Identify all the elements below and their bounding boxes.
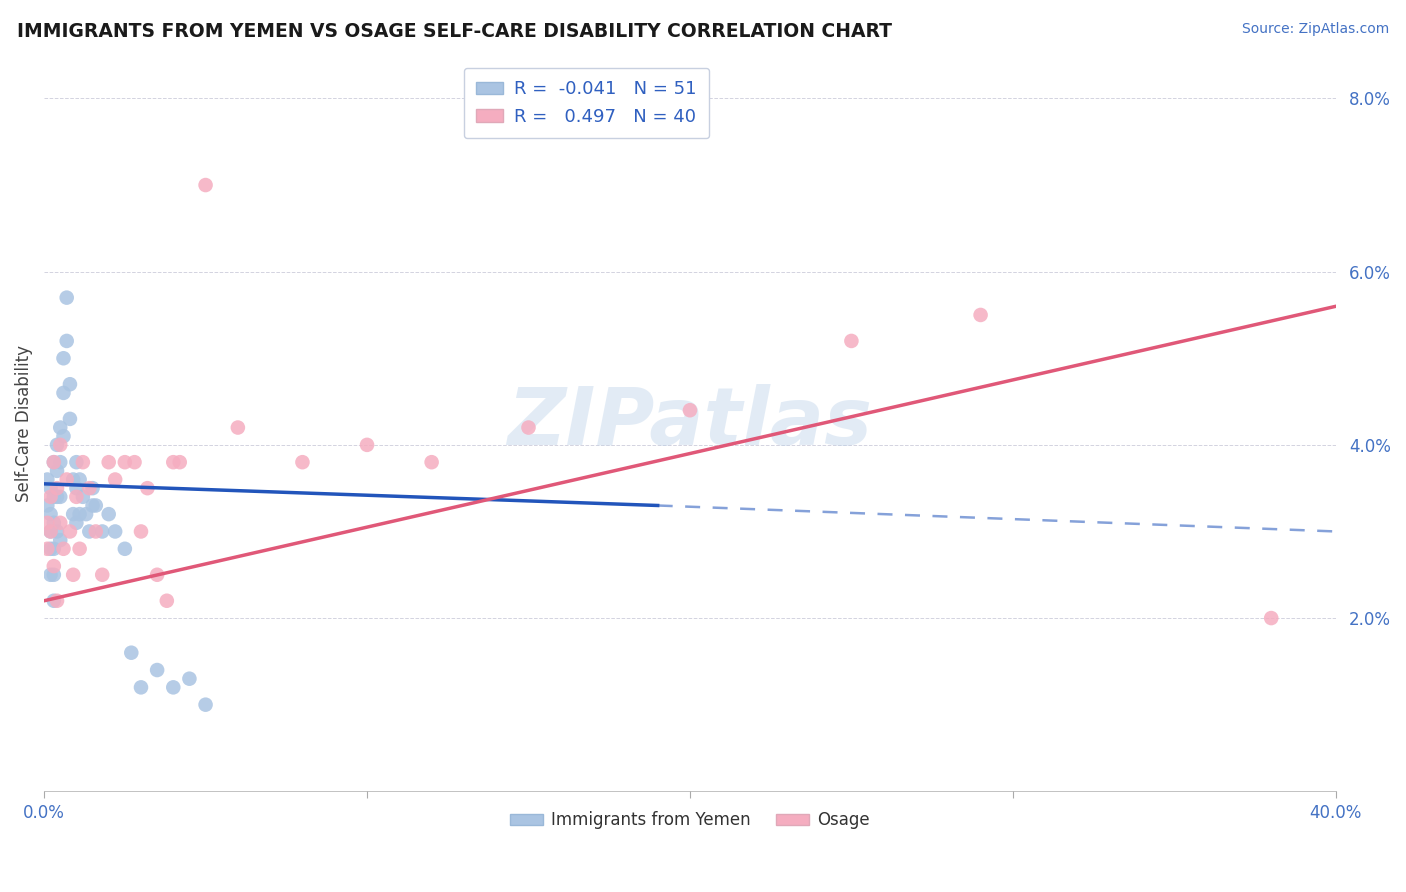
Point	[37, 499, 59, 513]
Point	[42, 516, 65, 530]
Point	[79, 481, 101, 495]
Point	[37, 473, 59, 487]
Point	[46, 490, 69, 504]
Point	[420, 455, 443, 469]
Point	[194, 178, 217, 192]
Point	[65, 455, 87, 469]
Text: Source: ZipAtlas.com: Source: ZipAtlas.com	[1241, 22, 1389, 37]
Point	[194, 698, 217, 712]
Point	[37, 541, 59, 556]
Point	[72, 455, 94, 469]
Point	[55, 334, 77, 348]
Point	[52, 541, 75, 556]
Point	[291, 455, 314, 469]
Point	[37, 516, 59, 530]
Point	[146, 567, 169, 582]
Point	[104, 524, 127, 539]
Point	[679, 403, 702, 417]
Point	[114, 455, 136, 469]
Point	[97, 507, 120, 521]
Point	[39, 524, 62, 539]
Point	[841, 334, 863, 348]
Point	[75, 507, 97, 521]
Point	[39, 541, 62, 556]
Legend: Immigrants from Yemen, Osage: Immigrants from Yemen, Osage	[503, 805, 877, 836]
Point	[1260, 611, 1282, 625]
Point	[82, 499, 104, 513]
Point	[39, 507, 62, 521]
Point	[146, 663, 169, 677]
Point	[72, 490, 94, 504]
Point	[156, 593, 179, 607]
Point	[52, 429, 75, 443]
Point	[42, 567, 65, 582]
Text: IMMIGRANTS FROM YEMEN VS OSAGE SELF-CARE DISABILITY CORRELATION CHART: IMMIGRANTS FROM YEMEN VS OSAGE SELF-CARE…	[17, 22, 891, 41]
Point	[42, 455, 65, 469]
Point	[84, 499, 107, 513]
Point	[82, 481, 104, 495]
Point	[65, 481, 87, 495]
Point	[969, 308, 991, 322]
Point	[104, 473, 127, 487]
Point	[226, 420, 249, 434]
Point	[65, 490, 87, 504]
Point	[356, 438, 378, 452]
Point	[91, 567, 114, 582]
Point	[49, 516, 72, 530]
Text: ZIPatlas: ZIPatlas	[508, 384, 873, 462]
Point	[129, 681, 152, 695]
Y-axis label: Self-Care Disability: Self-Care Disability	[15, 344, 32, 501]
Point	[162, 681, 184, 695]
Point	[97, 455, 120, 469]
Point	[79, 524, 101, 539]
Point	[42, 559, 65, 574]
Point	[55, 473, 77, 487]
Point	[49, 438, 72, 452]
Point	[39, 481, 62, 495]
Point	[49, 420, 72, 434]
Point	[162, 455, 184, 469]
Point	[52, 385, 75, 400]
Point	[42, 455, 65, 469]
Point	[52, 351, 75, 366]
Point	[69, 541, 91, 556]
Point	[39, 524, 62, 539]
Point	[49, 533, 72, 548]
Point	[114, 541, 136, 556]
Point	[62, 507, 84, 521]
Point	[39, 490, 62, 504]
Point	[46, 524, 69, 539]
Point	[55, 291, 77, 305]
Point	[46, 593, 69, 607]
Point	[49, 490, 72, 504]
Point	[59, 524, 82, 539]
Point	[59, 412, 82, 426]
Point	[42, 593, 65, 607]
Point	[517, 420, 540, 434]
Point	[39, 567, 62, 582]
Point	[124, 455, 146, 469]
Point	[91, 524, 114, 539]
Point	[84, 524, 107, 539]
Point	[42, 490, 65, 504]
Point	[46, 438, 69, 452]
Point	[136, 481, 159, 495]
Point	[69, 507, 91, 521]
Point	[46, 481, 69, 495]
Point	[42, 541, 65, 556]
Point	[49, 455, 72, 469]
Point	[62, 473, 84, 487]
Point	[65, 516, 87, 530]
Point	[120, 646, 142, 660]
Point	[169, 455, 191, 469]
Point	[179, 672, 201, 686]
Point	[59, 377, 82, 392]
Point	[46, 464, 69, 478]
Point	[62, 567, 84, 582]
Point	[129, 524, 152, 539]
Point	[69, 473, 91, 487]
